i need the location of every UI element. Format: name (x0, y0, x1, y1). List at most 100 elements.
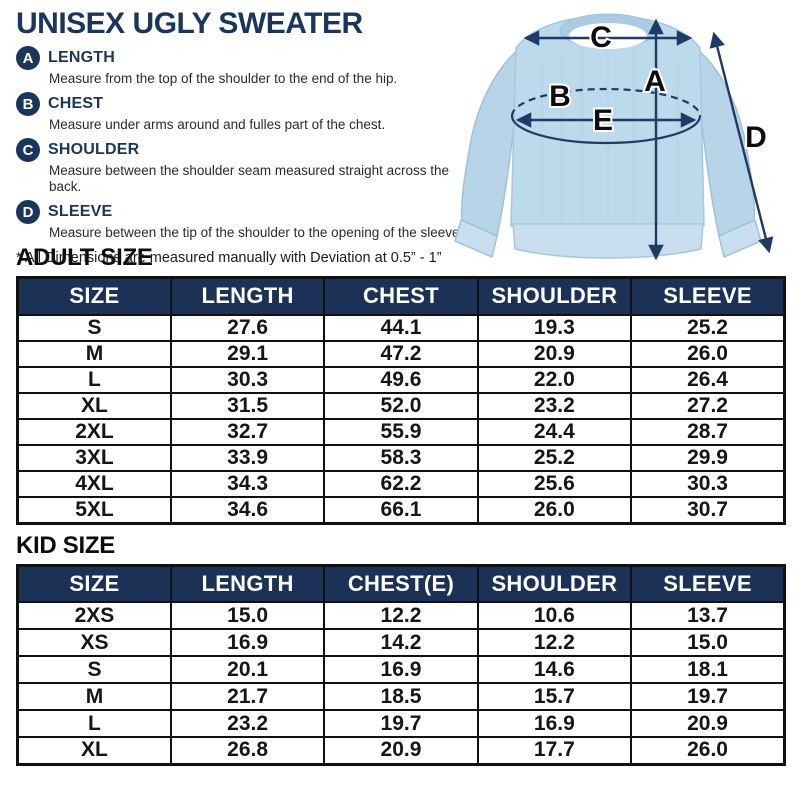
value-cell: 20.9 (323, 736, 479, 765)
sweater-left-sleeve (460, 42, 527, 238)
legend-head-shoulder: C SHOULDER (16, 138, 474, 163)
measurement-legend: A LENGTH Measure from the top of the sho… (16, 46, 474, 241)
value-cell: 22.0 (476, 365, 633, 394)
table-row: XL 26.8 20.9 17.7 26.0 (16, 736, 786, 765)
value-cell: 13.7 (630, 601, 786, 630)
value-cell: 34.3 (169, 469, 326, 498)
chest-ellipse-solid (510, 115, 702, 145)
page-title: UNISEX UGLY SWEATER (16, 7, 363, 40)
legend-item-sleeve: D SLEEVE Measure between the tip of the … (16, 200, 474, 241)
kid-table-head: SIZE LENGTH CHEST(E) SHOULDER SLEEVE (16, 564, 786, 603)
diagram-label-c: C (590, 21, 612, 54)
value-cell: 24.4 (476, 417, 633, 446)
legend-head-chest: B CHEST (16, 92, 474, 117)
column-header-shoulder: SHOULDER (476, 564, 633, 603)
value-cell: 62.2 (323, 469, 479, 498)
measure-guide: UNISEX UGLY SWEATER A LENGTH Measure fro… (16, 7, 474, 267)
size-cell: S (16, 655, 172, 684)
size-cell: XS (16, 628, 172, 657)
adult-size-heading: ADULT SIZE (16, 244, 153, 271)
size-cell: 3XL (16, 443, 172, 472)
value-cell: 15.0 (169, 601, 326, 630)
value-cell: 20.1 (169, 655, 326, 684)
column-header-sleeve: SLEEVE (630, 276, 786, 316)
letter-badge-d: D (16, 200, 40, 225)
size-cell: XL (16, 736, 172, 765)
value-cell: 31.5 (169, 391, 326, 420)
value-cell: 17.7 (476, 736, 633, 765)
size-cell: 2XS (16, 601, 172, 630)
value-cell: 32.7 (169, 417, 326, 446)
sweater-illustration: C A B E D (454, 13, 774, 261)
value-cell: 25.2 (630, 313, 786, 342)
value-cell: 66.1 (323, 495, 479, 524)
legend-item-length: A LENGTH Measure from the top of the sho… (16, 46, 474, 87)
legend-description-sleeve: Measure between the tip of the shoulder … (49, 225, 464, 241)
value-cell: 58.3 (323, 443, 479, 472)
table-row: 2XS 15.0 12.2 10.6 13.7 (16, 601, 786, 630)
value-cell: 34.6 (169, 495, 326, 524)
value-cell: 44.1 (323, 313, 479, 342)
kid-table-body: 2XS 15.0 12.2 10.6 13.7 XS 16.9 14.2 12.… (16, 601, 786, 765)
table-row: L 23.2 19.7 16.9 20.9 (16, 709, 786, 738)
column-header-length: LENGTH (169, 564, 326, 603)
value-cell: 25.2 (476, 443, 633, 472)
value-cell: 30.3 (169, 365, 326, 394)
dimensions-note: * All Dimensions are measured manually w… (16, 250, 442, 267)
value-cell: 23.2 (169, 709, 326, 738)
value-cell: 49.6 (323, 365, 479, 394)
size-cell: 5XL (16, 495, 172, 524)
table-row: S 20.1 16.9 14.6 18.1 (16, 655, 786, 684)
adult-table-head: SIZE LENGTH CHEST SHOULDER SLEEVE (16, 276, 786, 316)
legend-description-shoulder: Measure between the shoulder seam measur… (49, 163, 449, 195)
value-cell: 12.2 (476, 628, 633, 657)
value-cell: 30.3 (630, 469, 786, 498)
header-section: UNISEX UGLY SWEATER A LENGTH Measure fro… (16, 7, 786, 266)
table-row: M 29.1 47.2 20.9 26.0 (16, 339, 786, 368)
value-cell: 14.6 (476, 655, 633, 684)
column-header-chest: CHEST (323, 276, 479, 316)
value-cell: 26.4 (630, 365, 786, 394)
diagram-label-b: B (549, 80, 571, 113)
size-cell: L (16, 709, 172, 738)
header-row: SIZE LENGTH CHEST SHOULDER SLEEVE (16, 276, 786, 316)
letter-badge-c: C (16, 138, 40, 163)
value-cell: 16.9 (476, 709, 633, 738)
value-cell: 27.2 (630, 391, 786, 420)
value-cell: 29.9 (630, 443, 786, 472)
table-row: 4XL 34.3 62.2 25.6 30.3 (16, 469, 786, 498)
size-cell: M (16, 682, 172, 711)
value-cell: 12.2 (323, 601, 479, 630)
table-row: XL 31.5 52.0 23.2 27.2 (16, 391, 786, 420)
adult-table-body: S 27.6 44.1 19.3 25.2 M 29.1 47.2 20.9 2… (16, 313, 786, 524)
value-cell: 26.0 (630, 339, 786, 368)
chest-ellipse-dashed (510, 87, 702, 117)
value-cell: 10.6 (476, 601, 633, 630)
kid-size-heading: KID SIZE (16, 531, 115, 559)
value-cell: 28.7 (630, 417, 786, 446)
legend-head-sleeve: D SLEEVE (16, 200, 474, 225)
value-cell: 30.7 (630, 495, 786, 524)
value-cell: 26.8 (169, 736, 326, 765)
value-cell: 52.0 (323, 391, 479, 420)
table-row: L 30.3 49.6 22.0 26.4 (16, 365, 786, 394)
sweater-left-cuff (454, 218, 498, 259)
size-cell: L (16, 365, 172, 394)
value-cell: 33.9 (169, 443, 326, 472)
legend-description-length: Measure from the top of the shoulder to … (49, 71, 398, 87)
value-cell: 25.6 (476, 469, 633, 498)
value-cell: 19.7 (323, 709, 479, 738)
legend-label-length: LENGTH (48, 49, 115, 67)
sweater-diagram: C A B E D (450, 8, 788, 266)
column-header-shoulder: SHOULDER (476, 276, 633, 316)
column-header-sleeve: SLEEVE (630, 564, 786, 603)
adult-size-table: SIZE LENGTH CHEST SHOULDER SLEEVE S 27.6… (16, 276, 786, 525)
table-row: 2XL 32.7 55.9 24.4 28.7 (16, 417, 786, 446)
table-row: 5XL 34.6 66.1 26.0 30.7 (16, 495, 786, 524)
value-cell: 14.2 (323, 628, 479, 657)
column-header-chest-e: CHEST(E) (323, 564, 479, 603)
kid-size-table: SIZE LENGTH CHEST(E) SHOULDER SLEEVE 2XS… (16, 563, 786, 766)
column-header-size: SIZE (16, 564, 172, 603)
column-header-size: SIZE (16, 276, 172, 316)
sleeve-measure-arrow-d (709, 31, 774, 254)
